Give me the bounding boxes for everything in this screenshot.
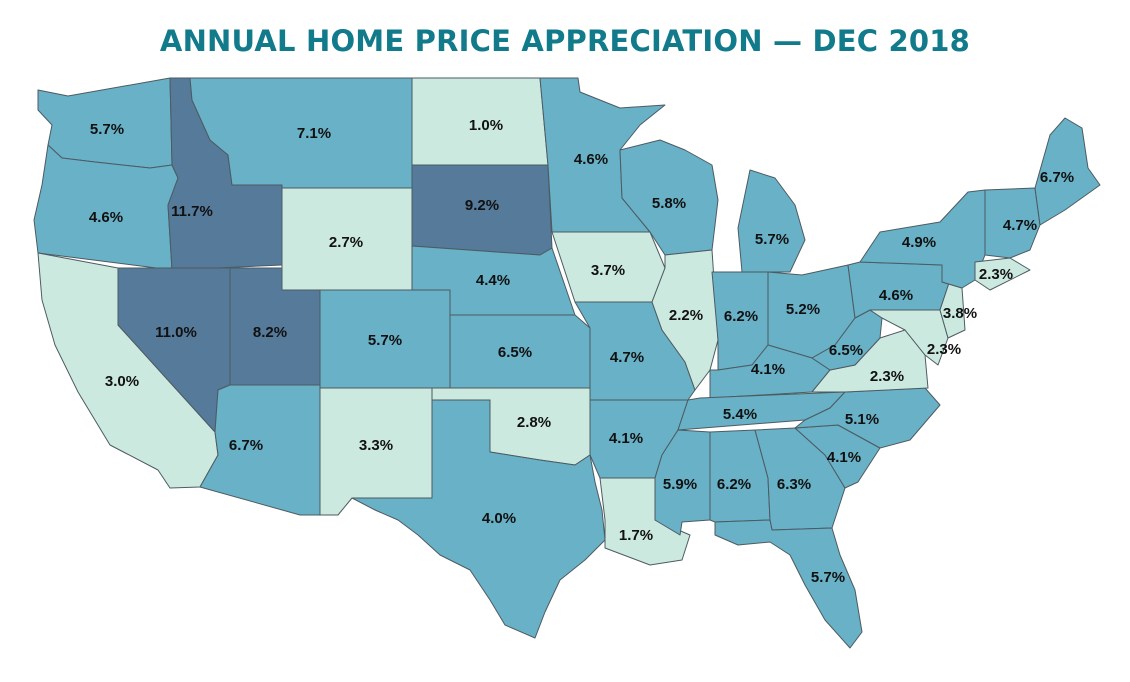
label-new-york: 4.9% bbox=[902, 234, 936, 251]
label-new-mexico: 3.3% bbox=[359, 437, 393, 454]
label-iowa: 3.7% bbox=[591, 262, 625, 279]
states-layer bbox=[33, 77, 1101, 649]
label-pennsylvania: 4.6% bbox=[879, 287, 913, 304]
label-arkansas: 4.1% bbox=[609, 430, 643, 447]
state-connecticut bbox=[974, 257, 1031, 291]
label-alabama: 6.2% bbox=[717, 476, 751, 493]
label-utah: 8.2% bbox=[253, 324, 287, 341]
label-north-carolina: 5.1% bbox=[845, 411, 879, 428]
label-maine: 6.7% bbox=[1040, 169, 1074, 186]
label-kentucky: 4.1% bbox=[751, 361, 785, 378]
state-maine bbox=[1034, 117, 1101, 226]
label-vermont-new-hampshire: 4.7% bbox=[1003, 217, 1037, 234]
label-wisconsin: 5.8% bbox=[652, 195, 686, 212]
label-oklahoma: 2.8% bbox=[517, 414, 551, 431]
label-montana: 7.1% bbox=[297, 125, 331, 142]
label-maryland: 2.3% bbox=[927, 341, 961, 358]
label-california: 3.0% bbox=[105, 373, 139, 390]
state-michigan bbox=[737, 169, 806, 273]
label-texas: 4.0% bbox=[482, 510, 516, 527]
label-nevada: 11.0% bbox=[155, 324, 197, 341]
label-oregon: 4.6% bbox=[89, 209, 123, 226]
label-colorado: 5.7% bbox=[368, 332, 402, 349]
label-kansas: 6.5% bbox=[498, 344, 532, 361]
labels-layer: 5.7% 4.6% 3.0% 11.7% 11.0% 8.2% 6.7% 7.1… bbox=[89, 117, 1074, 586]
label-georgia: 6.3% bbox=[777, 476, 811, 493]
label-missouri: 4.7% bbox=[610, 349, 644, 366]
label-florida: 5.7% bbox=[811, 569, 845, 586]
label-michigan: 5.7% bbox=[755, 231, 789, 248]
state-minnesota bbox=[539, 77, 666, 233]
label-illinois: 2.2% bbox=[669, 307, 703, 324]
label-north-dakota: 1.0% bbox=[469, 117, 503, 134]
map-title: ANNUAL HOME PRICE APPRECIATION — DEC 201… bbox=[159, 24, 971, 58]
label-south-carolina: 4.1% bbox=[827, 449, 861, 466]
label-washington: 5.7% bbox=[90, 121, 124, 138]
label-indiana: 6.2% bbox=[724, 308, 758, 325]
label-south-dakota: 9.2% bbox=[465, 197, 499, 214]
label-tennessee: 5.4% bbox=[723, 406, 757, 423]
label-louisiana: 1.7% bbox=[619, 527, 653, 544]
label-idaho: 11.7% bbox=[171, 203, 213, 220]
label-nebraska: 4.4% bbox=[476, 272, 510, 289]
label-new-jersey: 3.8% bbox=[943, 305, 977, 322]
label-minnesota: 4.6% bbox=[574, 151, 608, 168]
label-virginia: 2.3% bbox=[870, 368, 904, 385]
label-connecticut: 2.3% bbox=[979, 266, 1013, 283]
state-florida bbox=[714, 519, 863, 649]
label-west-virginia: 6.5% bbox=[829, 342, 863, 359]
label-arizona: 6.7% bbox=[229, 437, 263, 454]
label-ohio: 5.2% bbox=[786, 301, 820, 318]
state-texas bbox=[351, 399, 606, 639]
label-wyoming: 2.7% bbox=[329, 234, 363, 251]
state-wisconsin bbox=[619, 139, 719, 256]
label-mississippi: 5.9% bbox=[663, 476, 697, 493]
